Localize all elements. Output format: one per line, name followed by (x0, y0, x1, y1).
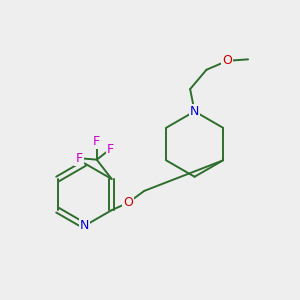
Text: O: O (123, 196, 133, 209)
Text: O: O (222, 54, 232, 67)
Text: N: N (80, 219, 89, 232)
Text: F: F (75, 152, 82, 165)
Text: F: F (93, 135, 100, 148)
Text: F: F (106, 143, 114, 156)
Text: N: N (190, 105, 199, 118)
